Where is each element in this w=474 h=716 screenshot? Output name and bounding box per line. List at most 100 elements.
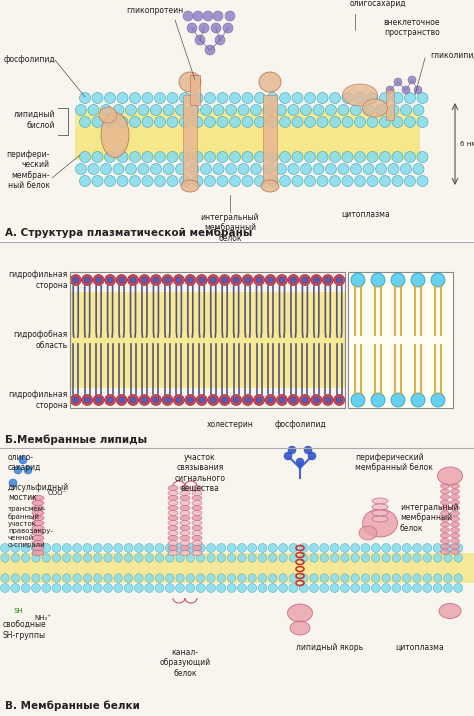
Circle shape xyxy=(145,543,154,553)
Circle shape xyxy=(342,175,353,186)
Bar xyxy=(70,272,345,408)
Text: гликолипид: гликолипид xyxy=(430,51,474,59)
Ellipse shape xyxy=(290,621,310,635)
Circle shape xyxy=(375,105,386,115)
Circle shape xyxy=(375,163,386,175)
Circle shape xyxy=(225,11,235,21)
Circle shape xyxy=(75,105,86,115)
Circle shape xyxy=(355,117,365,127)
Circle shape xyxy=(443,543,452,553)
Circle shape xyxy=(83,584,92,593)
Circle shape xyxy=(75,163,86,175)
Circle shape xyxy=(280,152,291,163)
Circle shape xyxy=(276,395,287,405)
Circle shape xyxy=(304,92,316,104)
Ellipse shape xyxy=(192,505,202,511)
Circle shape xyxy=(151,105,162,115)
Circle shape xyxy=(96,277,101,283)
Ellipse shape xyxy=(440,533,449,538)
Circle shape xyxy=(228,553,236,562)
Ellipse shape xyxy=(32,546,44,551)
Circle shape xyxy=(258,574,267,582)
Circle shape xyxy=(219,274,230,286)
Circle shape xyxy=(197,553,205,562)
Circle shape xyxy=(124,553,133,562)
Circle shape xyxy=(138,105,149,115)
Ellipse shape xyxy=(180,531,190,536)
Circle shape xyxy=(163,163,174,175)
Circle shape xyxy=(311,395,322,405)
Circle shape xyxy=(104,574,112,582)
Circle shape xyxy=(175,543,184,553)
Circle shape xyxy=(237,574,246,582)
Text: фосфолипид: фосфолипид xyxy=(3,56,55,64)
Circle shape xyxy=(205,45,215,55)
Circle shape xyxy=(454,553,463,562)
Circle shape xyxy=(21,543,30,553)
Circle shape xyxy=(248,584,257,593)
Circle shape xyxy=(444,574,452,582)
Circle shape xyxy=(113,163,124,175)
Circle shape xyxy=(203,11,213,21)
Circle shape xyxy=(150,395,162,405)
Circle shape xyxy=(288,395,299,405)
Circle shape xyxy=(199,277,205,283)
Circle shape xyxy=(355,92,365,104)
Text: липидный якорь: липидный якорь xyxy=(296,643,364,652)
Circle shape xyxy=(229,117,240,127)
Circle shape xyxy=(217,574,226,582)
Circle shape xyxy=(176,277,182,283)
Circle shape xyxy=(233,397,239,403)
Circle shape xyxy=(164,277,170,283)
Circle shape xyxy=(279,277,285,283)
Ellipse shape xyxy=(180,521,190,526)
Ellipse shape xyxy=(180,485,190,490)
Circle shape xyxy=(42,543,51,553)
Circle shape xyxy=(104,175,116,186)
Circle shape xyxy=(402,584,411,593)
Circle shape xyxy=(338,105,349,115)
Circle shape xyxy=(19,456,27,464)
Ellipse shape xyxy=(450,549,459,554)
Circle shape xyxy=(289,584,298,593)
Circle shape xyxy=(255,152,265,163)
Circle shape xyxy=(254,395,264,405)
Circle shape xyxy=(248,574,256,582)
Circle shape xyxy=(313,397,319,403)
Circle shape xyxy=(117,152,128,163)
Circle shape xyxy=(208,395,219,405)
Text: SH: SH xyxy=(13,608,23,614)
Circle shape xyxy=(292,92,303,104)
Circle shape xyxy=(117,117,128,127)
Circle shape xyxy=(386,86,394,94)
Circle shape xyxy=(388,163,399,175)
Circle shape xyxy=(342,152,353,163)
Ellipse shape xyxy=(168,485,178,490)
Circle shape xyxy=(104,117,116,127)
Ellipse shape xyxy=(168,495,178,500)
Circle shape xyxy=(223,23,233,33)
Ellipse shape xyxy=(450,533,459,538)
Circle shape xyxy=(217,584,226,593)
Circle shape xyxy=(204,175,216,186)
Bar xyxy=(0,242,474,448)
Ellipse shape xyxy=(180,516,190,521)
Circle shape xyxy=(14,466,22,474)
Ellipse shape xyxy=(450,500,459,505)
Circle shape xyxy=(363,163,374,175)
Circle shape xyxy=(237,543,246,553)
Text: внеклеточное
пространство: внеклеточное пространство xyxy=(383,18,440,37)
Circle shape xyxy=(199,397,205,403)
Circle shape xyxy=(100,105,111,115)
Circle shape xyxy=(135,543,144,553)
Text: свободные
SH-группы: свободные SH-группы xyxy=(3,621,46,640)
Circle shape xyxy=(300,553,308,562)
Circle shape xyxy=(116,395,127,405)
Circle shape xyxy=(412,584,421,593)
Text: олиго-
сахарид: олиго- сахарид xyxy=(8,453,41,473)
Circle shape xyxy=(207,553,215,562)
Circle shape xyxy=(402,86,410,94)
Circle shape xyxy=(363,105,374,115)
Circle shape xyxy=(351,393,365,407)
Circle shape xyxy=(263,105,274,115)
